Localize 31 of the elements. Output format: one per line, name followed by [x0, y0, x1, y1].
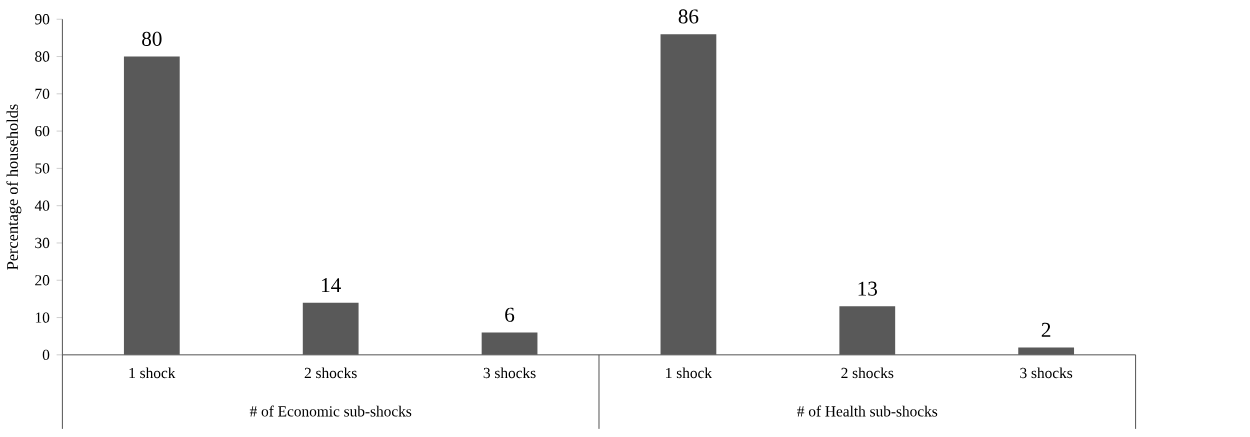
y-tick-label: 10: [35, 312, 50, 323]
y-tick-label: 20: [35, 275, 50, 286]
data-label: 14: [322, 278, 341, 293]
x-tick-label: 3 shocks: [1020, 367, 1073, 379]
y-axis-title: Percentage of households: [6, 104, 22, 270]
y-tick-label: 40: [34, 200, 50, 212]
y-tick-label: 80: [35, 51, 50, 62]
bar: [1018, 347, 1075, 356]
text: # of Economic sub-shocks: [249, 405, 412, 417]
y-tick-label: 50: [35, 163, 50, 174]
data-label: 80: [142, 31, 162, 47]
data-label: 13: [858, 281, 877, 296]
bar: [660, 34, 717, 356]
y-tick-label: 30: [35, 238, 50, 249]
x-tick-label: 2 shocks: [841, 367, 894, 379]
bar: [839, 306, 896, 356]
text: # of Health sub-shocks: [797, 405, 938, 417]
bar: [481, 332, 538, 356]
y-tick-label: 0: [42, 349, 50, 361]
y-tick-label: 90: [35, 14, 50, 25]
x-tick-label: 2 shocks: [304, 367, 357, 379]
bar: [302, 302, 359, 356]
x-tick-label: 1 shock: [666, 367, 713, 379]
y-tick-label: 70: [35, 88, 50, 100]
x-tick-label: 1 shock: [129, 367, 176, 379]
data-label: 2: [1041, 323, 1051, 337]
data-label: 6: [505, 307, 515, 323]
data-label: 86: [678, 9, 699, 24]
x-tick-label: 3 shocks: [483, 367, 536, 379]
bar: [123, 56, 180, 356]
y-tick-label: 60: [35, 126, 50, 137]
